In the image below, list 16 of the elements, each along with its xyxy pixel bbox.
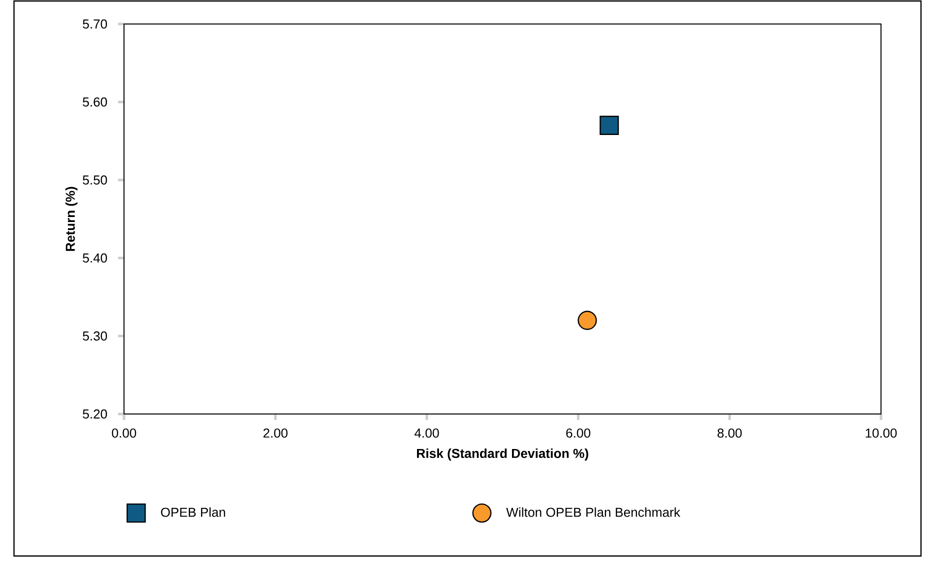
x-tick-label: 0.00	[112, 428, 136, 438]
y-tick-label: 5.70	[82, 19, 107, 29]
y-tick-label: 5.40	[82, 253, 107, 263]
y-axis-title: Return (%)	[65, 186, 78, 251]
x-tick-label: 2.00	[263, 428, 288, 438]
legend-label: OPEB Plan	[161, 507, 226, 517]
x-tick-label: 8.00	[718, 428, 742, 438]
y-tick-label: 5.20	[82, 409, 107, 419]
y-tick-label: 5.50	[82, 175, 107, 185]
x-tick-label: 10.00	[866, 428, 897, 438]
y-tick-label: 5.60	[82, 97, 107, 107]
legend-label: Wilton OPEB Plan Benchmark	[506, 507, 680, 517]
x-axis-title: Risk (Standard Deviation %)	[417, 448, 588, 461]
y-tick-label: 5.30	[82, 331, 107, 341]
x-tick-label: 4.00	[414, 428, 439, 438]
x-tick-label: 6.00	[566, 428, 590, 438]
